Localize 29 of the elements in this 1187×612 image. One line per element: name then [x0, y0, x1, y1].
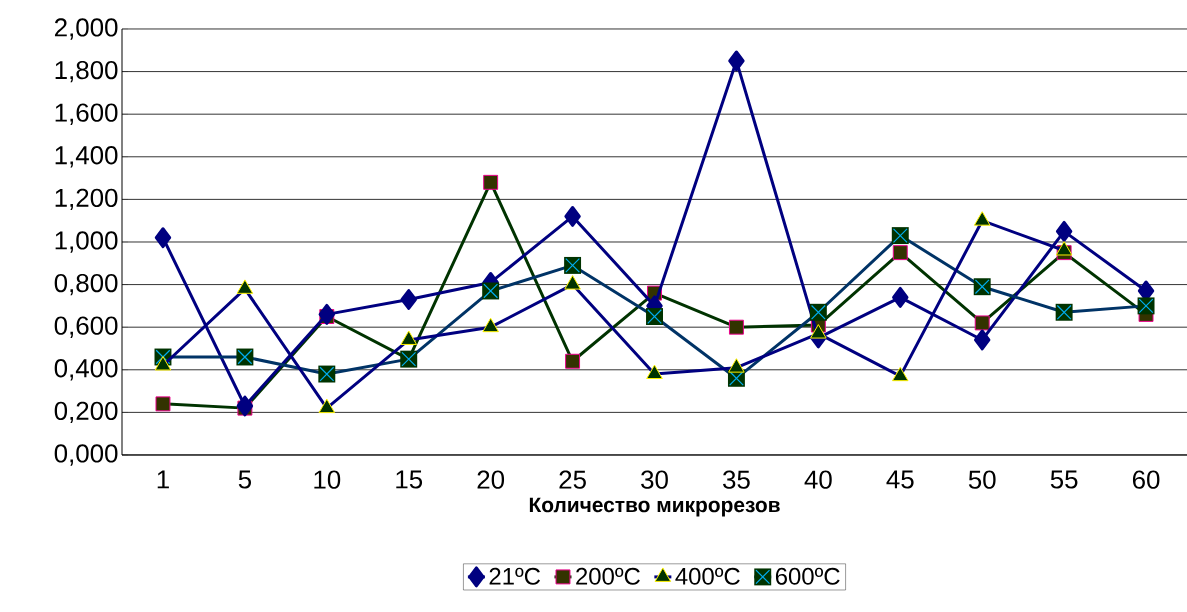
x-tick-label: 35 [723, 470, 750, 489]
y-tick-label: 1,400 [55, 146, 118, 168]
y-tick-label: 1,800 [55, 60, 118, 83]
x-tick-label: 1 [157, 470, 169, 489]
y-tick-label: 0,600 [54, 316, 118, 338]
legend-label: 200ºC [576, 567, 640, 585]
x-tick-label: 50 [968, 470, 996, 489]
x-axis-title: Количество микрорезов [529, 497, 780, 517]
x-tick-label: 45 [886, 470, 914, 489]
x-tick-label: 55 [1050, 470, 1078, 489]
x-tick-label: 15 [396, 470, 423, 489]
y-tick-label: 2,000 [54, 18, 118, 40]
x-tick-label: 10 [314, 470, 341, 489]
legend-label: 21ºC [489, 567, 541, 585]
y-tick-label: 0,800 [54, 273, 118, 296]
legend-label: 600ºC [775, 567, 840, 585]
y-tick-label: 0,000 [54, 444, 118, 466]
x-tick-label: 60 [1132, 470, 1160, 489]
x-tick-label: 30 [641, 470, 668, 489]
x-tick-label: 20 [477, 470, 505, 489]
x-tick-label: 40 [804, 470, 832, 489]
y-tick-label: 1,600 [55, 103, 118, 125]
x-tick-label: 25 [559, 470, 586, 489]
y-tick-label: 1,000 [55, 231, 118, 253]
x-tick-label: 5 [238, 470, 251, 489]
y-tick-label: 0,200 [54, 401, 118, 424]
legend-label: 400ºC [675, 567, 740, 585]
y-tick-label: 0,400 [54, 359, 118, 381]
y-tick-label: 1,200 [55, 188, 118, 211]
